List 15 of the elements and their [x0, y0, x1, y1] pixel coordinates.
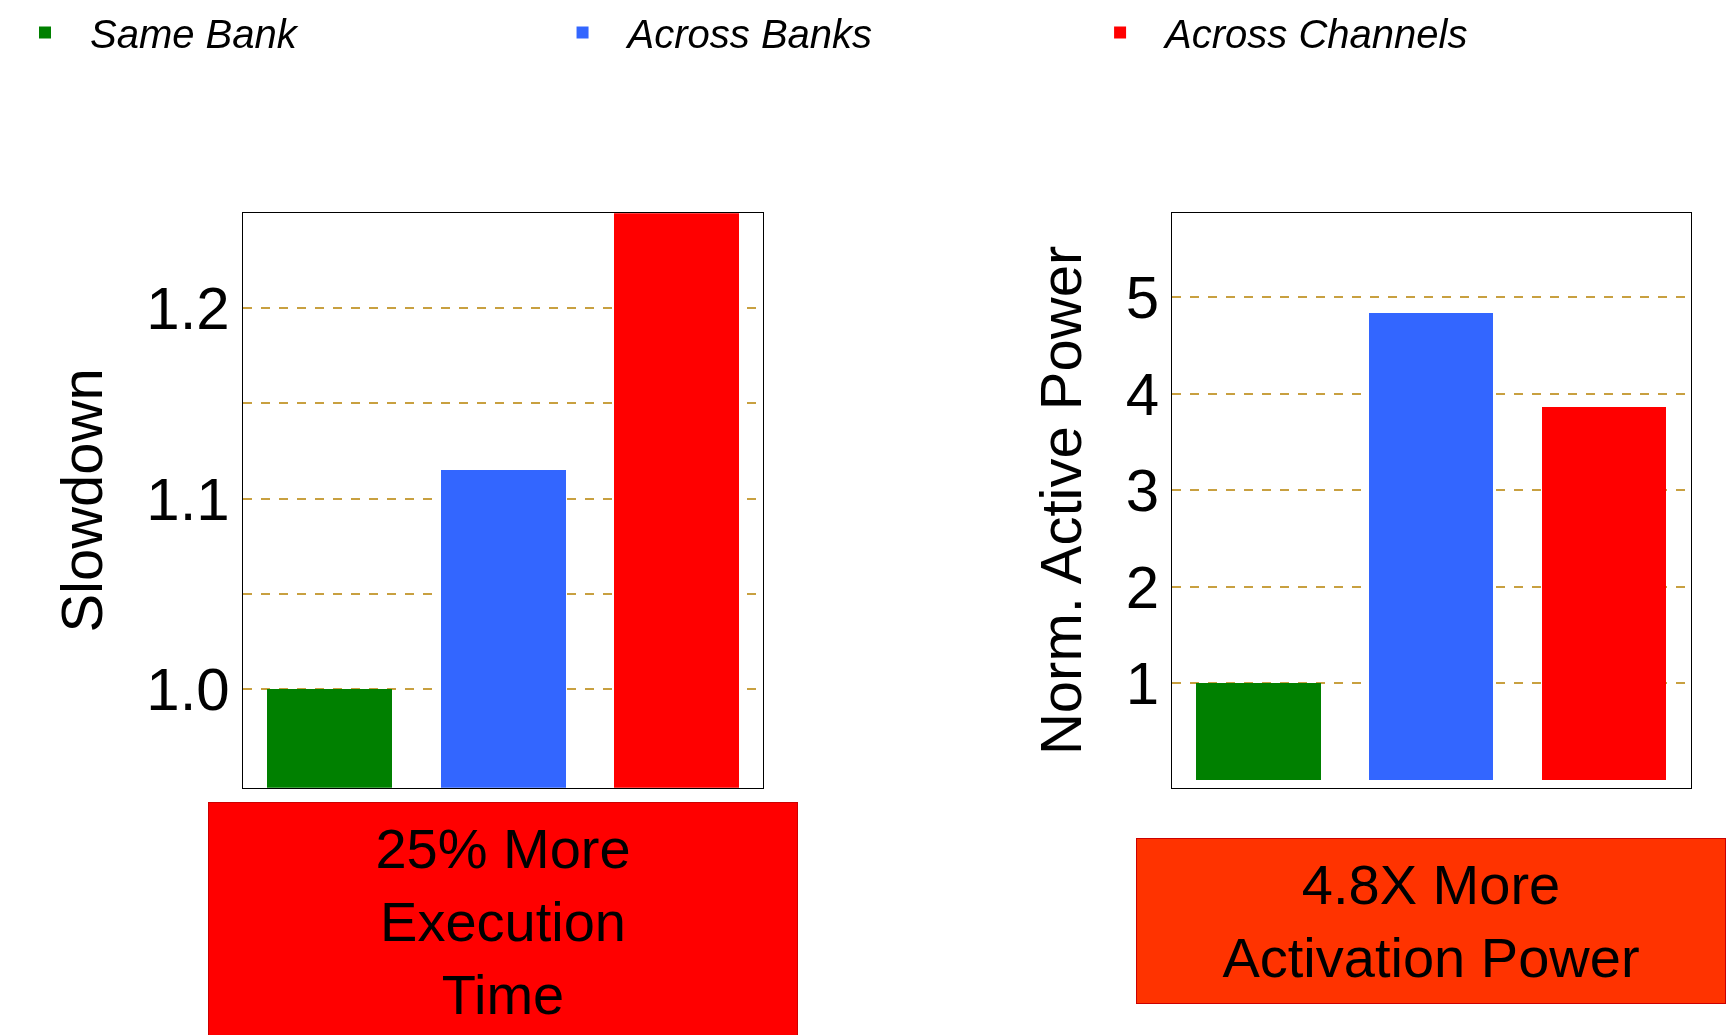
y-tick-label: 2 — [1125, 553, 1160, 621]
text: 4.8X More Activation Power — [1222, 853, 1640, 989]
legend-label: Across Channels — [1163, 12, 1468, 57]
text: 25% More Execution Time — [375, 817, 631, 1026]
y-tick-label: 1.2 — [146, 275, 230, 343]
y-tick-label: 1 — [1125, 650, 1160, 718]
y-tick-label: 1.0 — [146, 655, 230, 723]
y-axis-title: Norm. Active Power — [1028, 245, 1094, 756]
legend-label: Across Banks — [625, 12, 873, 57]
y-tick-label: 4 — [1125, 360, 1160, 428]
y-axis-title: Slowdown — [48, 368, 114, 633]
legend-label: Same Bank — [90, 12, 299, 57]
y-tick-label: 1.1 — [146, 465, 230, 533]
y-tick-label: 5 — [1125, 264, 1160, 332]
y-tick-label: 3 — [1125, 457, 1160, 525]
